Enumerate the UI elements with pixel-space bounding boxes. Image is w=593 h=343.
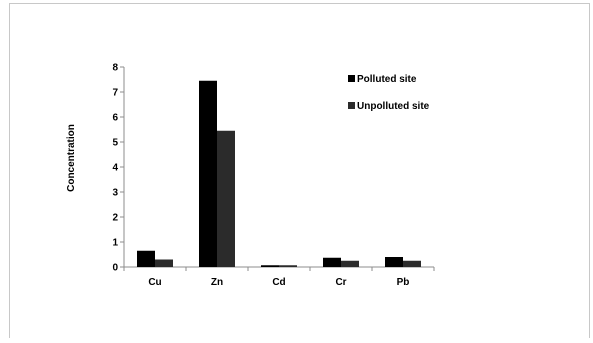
x-tick-labels: Cu Zn Cd Cr Pb: [148, 277, 409, 288]
x-tick-label: Pb: [397, 277, 410, 288]
axes: [120, 66, 435, 271]
legend: Polluted site Unpolluted site: [348, 74, 430, 112]
bar-cd-series-2: [279, 265, 297, 267]
x-tick-label: Cd: [272, 277, 285, 288]
y-tick-label: 8: [112, 63, 118, 74]
y-tick-label: 7: [112, 88, 118, 99]
y-tick-label: 0: [112, 263, 118, 274]
bar-cu-series-2: [155, 259, 173, 267]
legend-swatch: [348, 102, 355, 109]
y-axis-label: Concentration: [66, 124, 77, 192]
bar-cu-series-1: [137, 250, 155, 267]
bar-cr-series-1: [323, 257, 341, 267]
y-tick-label: 6: [112, 113, 118, 124]
legend-label: Polluted site: [357, 74, 417, 85]
y-tick-labels: 0 1 2 3 4 5 6 7 8: [112, 63, 118, 274]
x-tick-label: Cu: [148, 277, 161, 288]
bar-pb-series-2: [403, 260, 421, 267]
y-tick-label: 4: [112, 163, 118, 174]
bar-cr-series-2: [341, 260, 359, 267]
chart-border: [9, 3, 590, 338]
x-tick-label: Cr: [335, 277, 346, 288]
bar-pb-series-1: [385, 257, 403, 267]
bar-zn-series-1: [199, 80, 217, 267]
y-tick-label: 5: [112, 138, 118, 149]
legend-swatch: [348, 75, 355, 82]
legend-label: Unpolluted site: [357, 101, 430, 112]
bar-zn-series-2: [217, 130, 235, 267]
y-tick-label: 2: [112, 213, 118, 224]
y-tick-label: 3: [112, 188, 118, 199]
bar-cd-series-1: [261, 265, 279, 267]
y-tick-label: 1: [112, 238, 118, 249]
bars: [137, 80, 421, 267]
x-tick-label: Zn: [211, 277, 223, 288]
